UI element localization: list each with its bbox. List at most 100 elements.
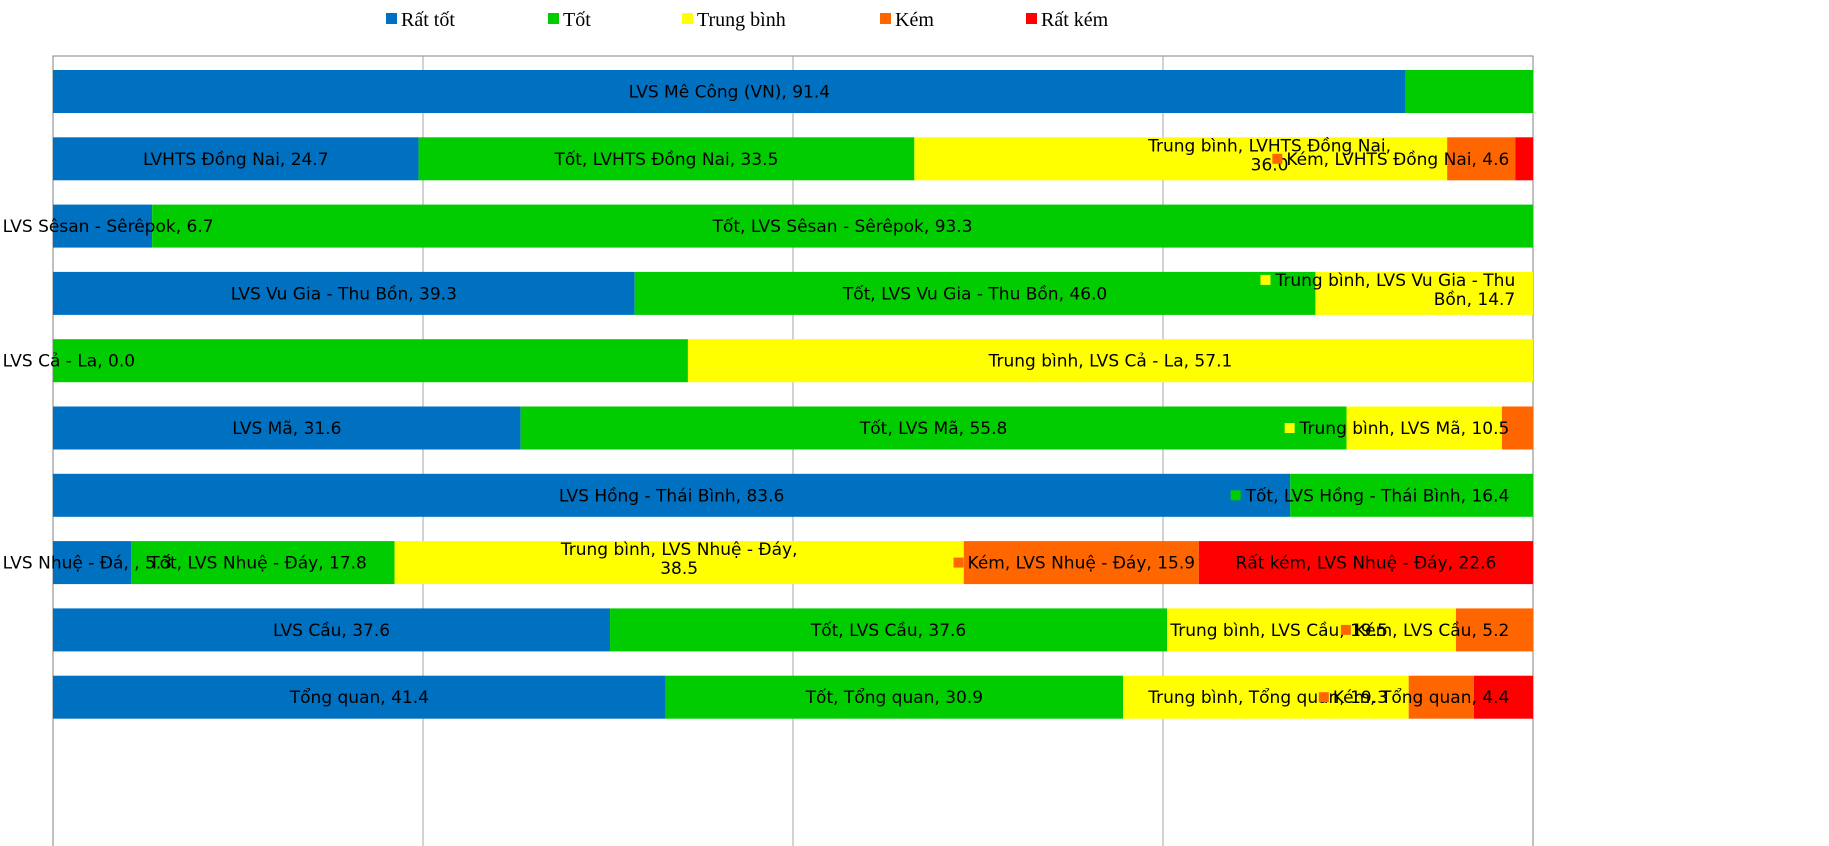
data-label: Tốt, LVS Cầu, 37.6 xyxy=(810,620,966,641)
legend: Rất tốt Tốt Trung bình Kém Rất kém xyxy=(386,9,1109,31)
data-label-text: Tốt, LVS Cầu, 37.6 xyxy=(810,620,966,641)
bar-segment xyxy=(1123,675,1409,719)
bar-segment xyxy=(53,137,419,181)
data-label-text: 36.0 xyxy=(1251,155,1289,175)
data-label: LVS Vu Gia - Thu Bồn, 39.3 xyxy=(231,283,457,304)
legend-swatch xyxy=(880,13,891,24)
data-label-text: LVS Sêsan - Sêrêpok, 6.7 xyxy=(3,217,214,237)
bar-segment xyxy=(131,541,395,585)
bar-segment xyxy=(634,271,1316,315)
data-labels: LVS Mê Công (VN), 91.4 LVHTS Đồng Nai, 24… xyxy=(3,83,1516,709)
bar-segment xyxy=(914,137,1448,181)
data-label-marker xyxy=(1318,692,1329,703)
data-label: LVS Cả - La, 0.0 xyxy=(3,352,135,372)
data-label: Trung bình, LVS Nhuệ - Đáy,38.5 xyxy=(560,540,798,579)
data-label: Trung bình, LVS Cầu, 19.5 xyxy=(1169,620,1388,641)
data-label: LVS Mê Công (VN), 91.4 xyxy=(629,83,830,103)
bar-segment xyxy=(1501,406,1533,450)
data-label: Kém, LVHTS Đồng Nai, 4.6 xyxy=(1272,149,1509,170)
data-label: Kém, LVS Nhuệ - Đáy, 15.9 xyxy=(953,554,1195,574)
data-label-text: Trung bình, LVS Cả - La, 57.1 xyxy=(988,352,1233,372)
bar-segment xyxy=(152,204,1533,248)
data-label-marker xyxy=(1340,624,1351,635)
bar-segment xyxy=(610,608,1168,652)
bar-segment xyxy=(53,204,153,248)
legend-item: Rất kém xyxy=(1026,9,1109,31)
data-label-text: LVHTS Đồng Nai, 24.7 xyxy=(143,149,329,170)
data-label-marker xyxy=(953,557,964,568)
data-label: LVS Nhuệ - Đá, , 5.3 xyxy=(3,554,172,574)
data-label-text: Tốt, Tổng quan, 30.9 xyxy=(805,687,983,708)
bar-segment xyxy=(53,675,666,719)
bar-segment xyxy=(1473,675,1533,719)
plot-area: LVS Mê Công (VN), 91.4 LVHTS Đồng Nai, 24… xyxy=(3,55,1534,846)
bar-segment xyxy=(1405,70,1533,113)
data-label-text: LVS Vu Gia - Thu Bồn, 39.3 xyxy=(231,283,457,304)
data-label-text: Kém, LVHTS Đồng Nai, 4.6 xyxy=(1286,149,1509,170)
legend-item: Rất tốt xyxy=(386,9,455,31)
legend-item: Kém xyxy=(880,9,934,31)
bar-segment xyxy=(1315,271,1533,315)
data-label: LVS Mã, 31.6 xyxy=(232,419,341,439)
data-label: Kém, Tổng quan, 4.4 xyxy=(1318,687,1509,708)
data-label-text: LVS Mã, 31.6 xyxy=(232,419,341,439)
bar-segment xyxy=(53,271,635,315)
legend-swatch xyxy=(386,13,397,24)
bar-segment xyxy=(687,339,1533,383)
bar-segment xyxy=(963,541,1199,585)
data-label-text: Tốt, LVS Hồng - Thái Bình, 16.4 xyxy=(1245,485,1510,506)
data-label-text: Bồn, 14.7 xyxy=(1434,289,1516,310)
data-label: Tốt, LVS Nhuệ - Đáy, 17.8 xyxy=(148,553,367,574)
legend-label: Rất kém xyxy=(1041,9,1109,31)
data-label-marker xyxy=(1284,423,1295,433)
bar-segment xyxy=(520,406,1347,450)
bar-segment xyxy=(53,608,611,652)
data-label: Tốt, LVS Hồng - Thái Bình, 16.4 xyxy=(1230,485,1510,506)
data-label-text: LVS Cả - La, 0.0 xyxy=(3,352,135,372)
bar-segment xyxy=(53,473,1291,517)
data-label-text: Trung bình, LVS Cầu, 19.5 xyxy=(1169,620,1388,641)
legend-item: Trung bình xyxy=(682,9,786,31)
data-label-marker xyxy=(1272,153,1283,164)
legend-swatch xyxy=(1026,13,1037,24)
data-label-text: LVS Mê Công (VN), 91.4 xyxy=(629,83,830,103)
data-label: Trung bình, LVS Mã, 10.5 xyxy=(1284,419,1510,439)
legend-label: Rất tốt xyxy=(401,9,455,31)
data-label: Tốt, LVHTS Đồng Nai, 33.5 xyxy=(553,149,778,170)
bar-segment xyxy=(53,406,521,450)
bar-segment xyxy=(394,541,964,585)
data-label-text: LVS Cầu, 37.6 xyxy=(273,620,390,641)
legend-item: Tốt xyxy=(548,9,591,31)
bar-segment xyxy=(53,70,1406,113)
legend-label: Tốt xyxy=(563,9,591,31)
data-label: Tốt, LVS Sêsan - Sêrêpok, 93.3 xyxy=(712,216,973,237)
bars xyxy=(53,70,1533,719)
legend-label: Trung bình xyxy=(697,9,786,31)
data-label: Tốt, LVS Mã, 55.8 xyxy=(859,418,1007,439)
legend-swatch xyxy=(682,13,693,24)
data-label: Trung bình, LVS Cả - La, 57.1 xyxy=(988,352,1233,372)
bar-segment xyxy=(1290,473,1533,517)
data-label-text: Tổng quan, 41.4 xyxy=(289,687,429,708)
bar-segment xyxy=(1408,675,1474,719)
bar-segment xyxy=(53,339,688,383)
data-label-text: Trung bình, LVS Nhuệ - Đáy, xyxy=(560,540,798,560)
data-label: LVS Sêsan - Sêrêpok, 6.7 xyxy=(3,217,214,237)
bar-segment xyxy=(53,541,132,585)
data-label: Kém, LVS Cầu, 5.2 xyxy=(1340,620,1509,641)
legend-label: Kém xyxy=(895,9,934,31)
bar-segment xyxy=(1198,541,1533,585)
data-label-text: Trung bình, LVS Mã, 10.5 xyxy=(1299,419,1510,439)
data-label-text: Trung bình, LVHTS Đồng Nai, xyxy=(1147,135,1391,156)
data-label-text: Kém, LVS Cầu, 5.2 xyxy=(1355,620,1509,641)
data-label-marker xyxy=(1260,274,1271,285)
legend-swatch xyxy=(548,13,559,24)
data-label: Tổng quan, 41.4 xyxy=(289,687,429,708)
data-label-text: 38.5 xyxy=(660,559,698,579)
data-label-marker xyxy=(1230,490,1241,501)
data-label-text: Tốt, LVS Mã, 55.8 xyxy=(859,418,1007,439)
bar-segment xyxy=(1455,608,1533,652)
data-label: Tốt, LVS Vu Gia - Thu Bồn, 46.0 xyxy=(842,283,1107,304)
bar-segment xyxy=(1346,406,1502,450)
